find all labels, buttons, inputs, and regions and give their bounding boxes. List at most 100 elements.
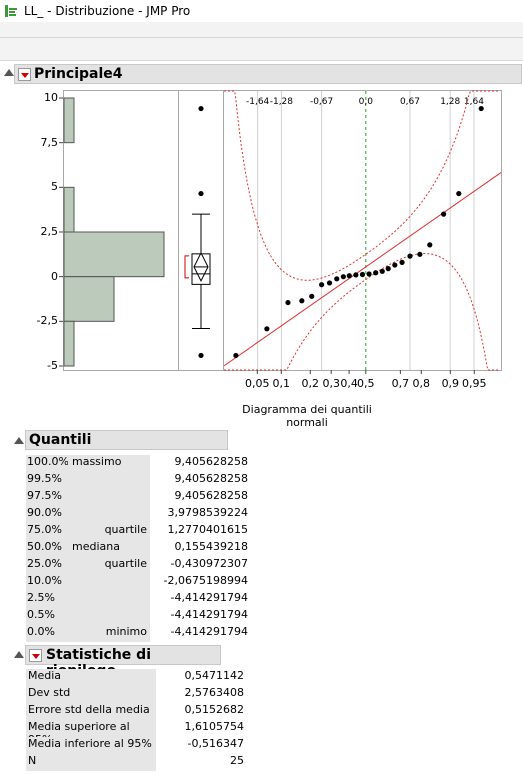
quantile-label (68, 472, 150, 489)
qq-point (359, 271, 366, 278)
principale-header[interactable]: Principale4 (14, 64, 522, 84)
qq-point (319, 282, 325, 288)
quantile-percent: 2.5% (26, 591, 68, 608)
quantile-percent: 75.0% (26, 523, 68, 540)
qq-point (399, 259, 405, 265)
qq-bottom-tick-label: 0,2 (301, 377, 320, 390)
quantile-row: 2.5% -4,414291794 (26, 591, 248, 608)
toolbar-area (0, 22, 523, 61)
summary-value: 2,5763408 (184, 686, 245, 699)
histogram-bar (63, 97, 75, 144)
quantili-header[interactable]: Quantili (25, 430, 228, 450)
qq-top-tick-label: 1,64 (464, 97, 484, 107)
quantile-row: 97.5% 9,405628258 (26, 489, 248, 506)
quantile-label (68, 574, 150, 591)
quantile-value: -4,414291794 (170, 608, 248, 621)
histogram-bar (63, 276, 115, 322)
qq-point (478, 105, 484, 112)
summary-row: Dev std 2,5763408 (26, 686, 244, 703)
quantile-percent: 0.0% (26, 625, 68, 642)
y-tick-label: -2,5 (36, 314, 58, 328)
qq-point (392, 262, 398, 268)
summary-row: N 25 (26, 754, 244, 771)
quantile-label (68, 506, 150, 523)
qq-bottom-tick-label: 0,9 (441, 377, 460, 390)
boxplot-outlier (198, 352, 204, 359)
quantile-row: 99.5% 9,405628258 (26, 472, 248, 489)
qq-point (427, 242, 433, 248)
quantile-value: 9,405628258 (174, 472, 248, 485)
qq-point (373, 270, 379, 276)
boxplot-shortest-half-bracket (184, 255, 189, 279)
quantile-label: quartile (68, 523, 150, 540)
quantile-percent: 0.5% (26, 608, 68, 625)
quantile-label: mediana (68, 540, 150, 557)
qq-point (326, 280, 333, 286)
quantile-row: 10.0% -2,0675198994 (26, 574, 248, 591)
summary-red-triangle-menu[interactable] (29, 649, 42, 662)
qq-confidence-band (224, 90, 500, 281)
summary-header[interactable]: Statistiche di riepilogo (25, 645, 221, 679)
quantile-value: -0,430972307 (170, 557, 248, 570)
y-tick-label: 10 (44, 91, 58, 104)
quantile-label (68, 591, 150, 608)
qq-point (379, 268, 385, 274)
quantile-value: -4,414291794 (170, 625, 248, 638)
boxplot-outlier (198, 105, 204, 112)
quantile-label: quartile (68, 557, 150, 574)
qq-point (353, 272, 359, 278)
y-tick-label: 5 (51, 180, 58, 194)
quantile-percent: 97.5% (26, 489, 68, 506)
qq-bottom-tick-label: 0,3 (322, 377, 340, 390)
quantile-percent: 99.5% (26, 472, 68, 489)
qq-point (334, 276, 340, 282)
quantile-value: 9,405628258 (174, 489, 248, 502)
qq-bottom-tick-label: 0,8 (412, 377, 431, 390)
qq-point (233, 352, 239, 359)
quantile-row: 25.0% quartile -0,430972307 (26, 557, 248, 574)
quantile-label (68, 489, 150, 506)
quantile-percent: 10.0% (26, 574, 68, 591)
y-tick-label: 2,5 (40, 225, 59, 238)
summary-label: Dev std (26, 686, 156, 703)
quantile-label: massimo (68, 455, 150, 472)
qq-top-tick-label: -1,28 (270, 97, 294, 107)
qq-top-tick-label: -1,64 (246, 97, 270, 107)
quantile-percent: 50.0% (26, 540, 68, 557)
summary-row: Media 0,5471142 (26, 669, 244, 686)
qq-point (385, 266, 391, 272)
summary-value: 0,5471142 (184, 669, 245, 682)
collapse-summary-icon[interactable] (14, 651, 24, 658)
quantile-value: 9,405628258 (174, 455, 248, 468)
quantile-value: -2,0675198994 (163, 574, 248, 587)
qq-bottom-tick-label: 0,1 (272, 377, 291, 390)
collapse-quantili-icon[interactable] (14, 437, 24, 444)
toolbar-divider (0, 37, 523, 38)
qq-point (407, 253, 413, 259)
collapse-principale-icon[interactable] (4, 69, 14, 76)
y-tick-label: 7,5 (40, 135, 59, 149)
quantile-percent: 25.0% (26, 557, 68, 574)
quantile-row: 75.0% quartile 1,2770401615 (26, 523, 248, 540)
jmp-app-icon (5, 5, 17, 17)
qq-bottom-tick-label: 0,5 (357, 377, 375, 390)
title-bar: LL_ - Distribuzione - JMP Pro (0, 0, 523, 22)
quantile-value: 0,155439218 (174, 540, 248, 553)
qq-point (366, 271, 372, 277)
quantile-row: 0.0% minimo -4,414291794 (26, 625, 248, 642)
qq-xlabel: Diagramma dei quantili normali (242, 403, 372, 429)
quantile-label (68, 608, 150, 625)
summary-value: 1,6105754 (184, 720, 245, 733)
summary-row: Media superiore al 95% 1,6105754 (26, 720, 244, 746)
boxplot-mean-diamond (193, 251, 209, 283)
principale-red-triangle-menu[interactable] (18, 68, 31, 81)
qq-point (346, 273, 352, 279)
qq-reference-line (223, 172, 502, 367)
window-title: LL_ - Distribuzione - JMP Pro (24, 4, 191, 18)
qq-point (340, 274, 346, 280)
quantile-row: 100.0% massimo 9,405628258 (26, 455, 248, 472)
distribution-plots: -1,64 -1,28 -0,67 0,0 0,67 1,28 1,64 (59, 90, 502, 374)
qq-top-tick-label: 0,67 (400, 97, 420, 107)
qq-point (309, 293, 315, 299)
qq-point (285, 299, 291, 306)
